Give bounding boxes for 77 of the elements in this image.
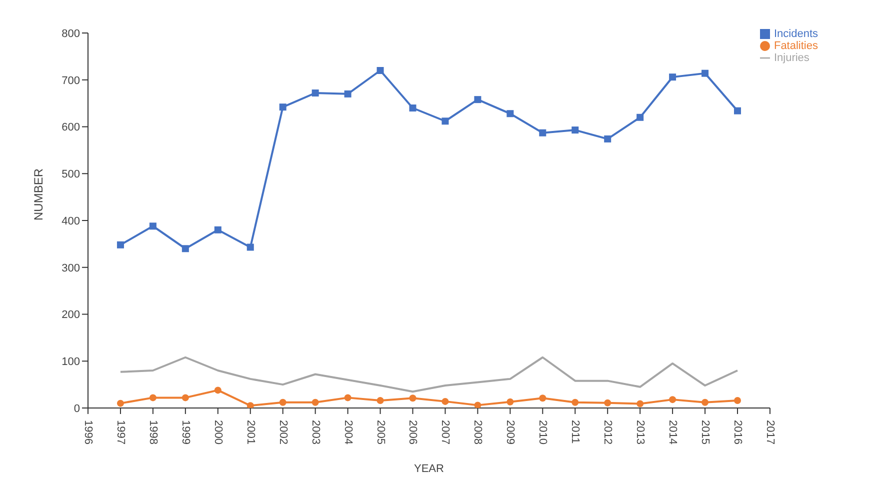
point — [344, 394, 352, 402]
point — [279, 398, 286, 406]
point — [116, 400, 124, 407]
point — [734, 107, 741, 114]
point — [474, 96, 482, 104]
y-tick-label: 500 — [62, 168, 80, 181]
legend-label: Fatalities — [774, 40, 818, 52]
x-tick-label: 2002 — [276, 420, 289, 444]
y-axis-title: NUMBER — [31, 168, 46, 220]
point — [344, 90, 352, 98]
point — [214, 386, 222, 394]
x-tick-label: 2005 — [374, 420, 386, 444]
point — [636, 400, 644, 408]
x-axis-title: YEAR — [414, 463, 444, 475]
x-tick-label: 1999 — [179, 420, 192, 444]
point — [702, 70, 709, 77]
point — [182, 245, 189, 252]
x-tick-label: 2003 — [309, 420, 322, 444]
point — [409, 394, 416, 402]
point — [312, 398, 319, 406]
y-tick-label: 600 — [62, 122, 80, 134]
legend-label: Incidents — [774, 28, 818, 40]
point — [246, 244, 254, 251]
y-tick-label: 400 — [62, 215, 80, 228]
y-tick-label: 700 — [62, 74, 80, 87]
x-tick-label: 2000 — [212, 420, 224, 444]
x-tick-label: 2012 — [602, 420, 614, 444]
point — [182, 394, 189, 402]
line-series — [119, 356, 738, 393]
x-tick-label: 2009 — [504, 420, 516, 444]
x-tick-label: 2013 — [634, 420, 646, 444]
x-tick-label: 2015 — [699, 420, 712, 444]
point — [376, 397, 384, 404]
x-tick-label: 2014 — [666, 420, 679, 444]
point — [572, 398, 579, 406]
x-tick-label: 2004 — [342, 420, 354, 444]
point — [604, 135, 612, 142]
y-tick-label: 800 — [62, 28, 80, 40]
point — [442, 398, 449, 405]
point — [279, 104, 286, 111]
point — [376, 67, 384, 74]
point — [116, 241, 124, 248]
x-tick-label: 2008 — [472, 420, 484, 444]
point — [312, 90, 319, 96]
x-tick-label: 2017 — [764, 420, 776, 444]
point — [734, 397, 741, 404]
point — [539, 129, 546, 136]
point — [669, 396, 676, 404]
point — [409, 104, 416, 112]
x-tick-label: 2007 — [439, 420, 452, 444]
x-tick-label: 2011 — [569, 420, 582, 444]
x-tick-label: 2001 — [244, 420, 256, 444]
y-tick-label: 200 — [62, 309, 80, 322]
point — [539, 394, 546, 402]
y-tick-label: 300 — [62, 262, 80, 274]
point — [149, 222, 156, 230]
y-tick-label: 0 — [74, 402, 80, 415]
x-tick-label: 2010 — [536, 420, 549, 444]
x-tick-label: 2016 — [731, 420, 744, 444]
x-tick-label: 1996 — [82, 420, 94, 444]
point — [702, 398, 709, 406]
point — [442, 118, 449, 125]
point — [604, 399, 612, 406]
point — [506, 110, 514, 118]
point — [636, 114, 644, 121]
point — [246, 402, 254, 408]
point — [669, 74, 676, 81]
point — [214, 226, 222, 234]
point — [506, 398, 514, 406]
legend-label: Injuries — [774, 52, 810, 64]
x-tick-label: 1997 — [114, 420, 126, 444]
x-tick-label: 1998 — [146, 420, 159, 444]
x-tick-label: 2006 — [406, 420, 419, 444]
y-tick-label: 100 — [62, 356, 80, 368]
point — [149, 394, 156, 402]
point — [572, 126, 579, 134]
point — [474, 402, 482, 408]
